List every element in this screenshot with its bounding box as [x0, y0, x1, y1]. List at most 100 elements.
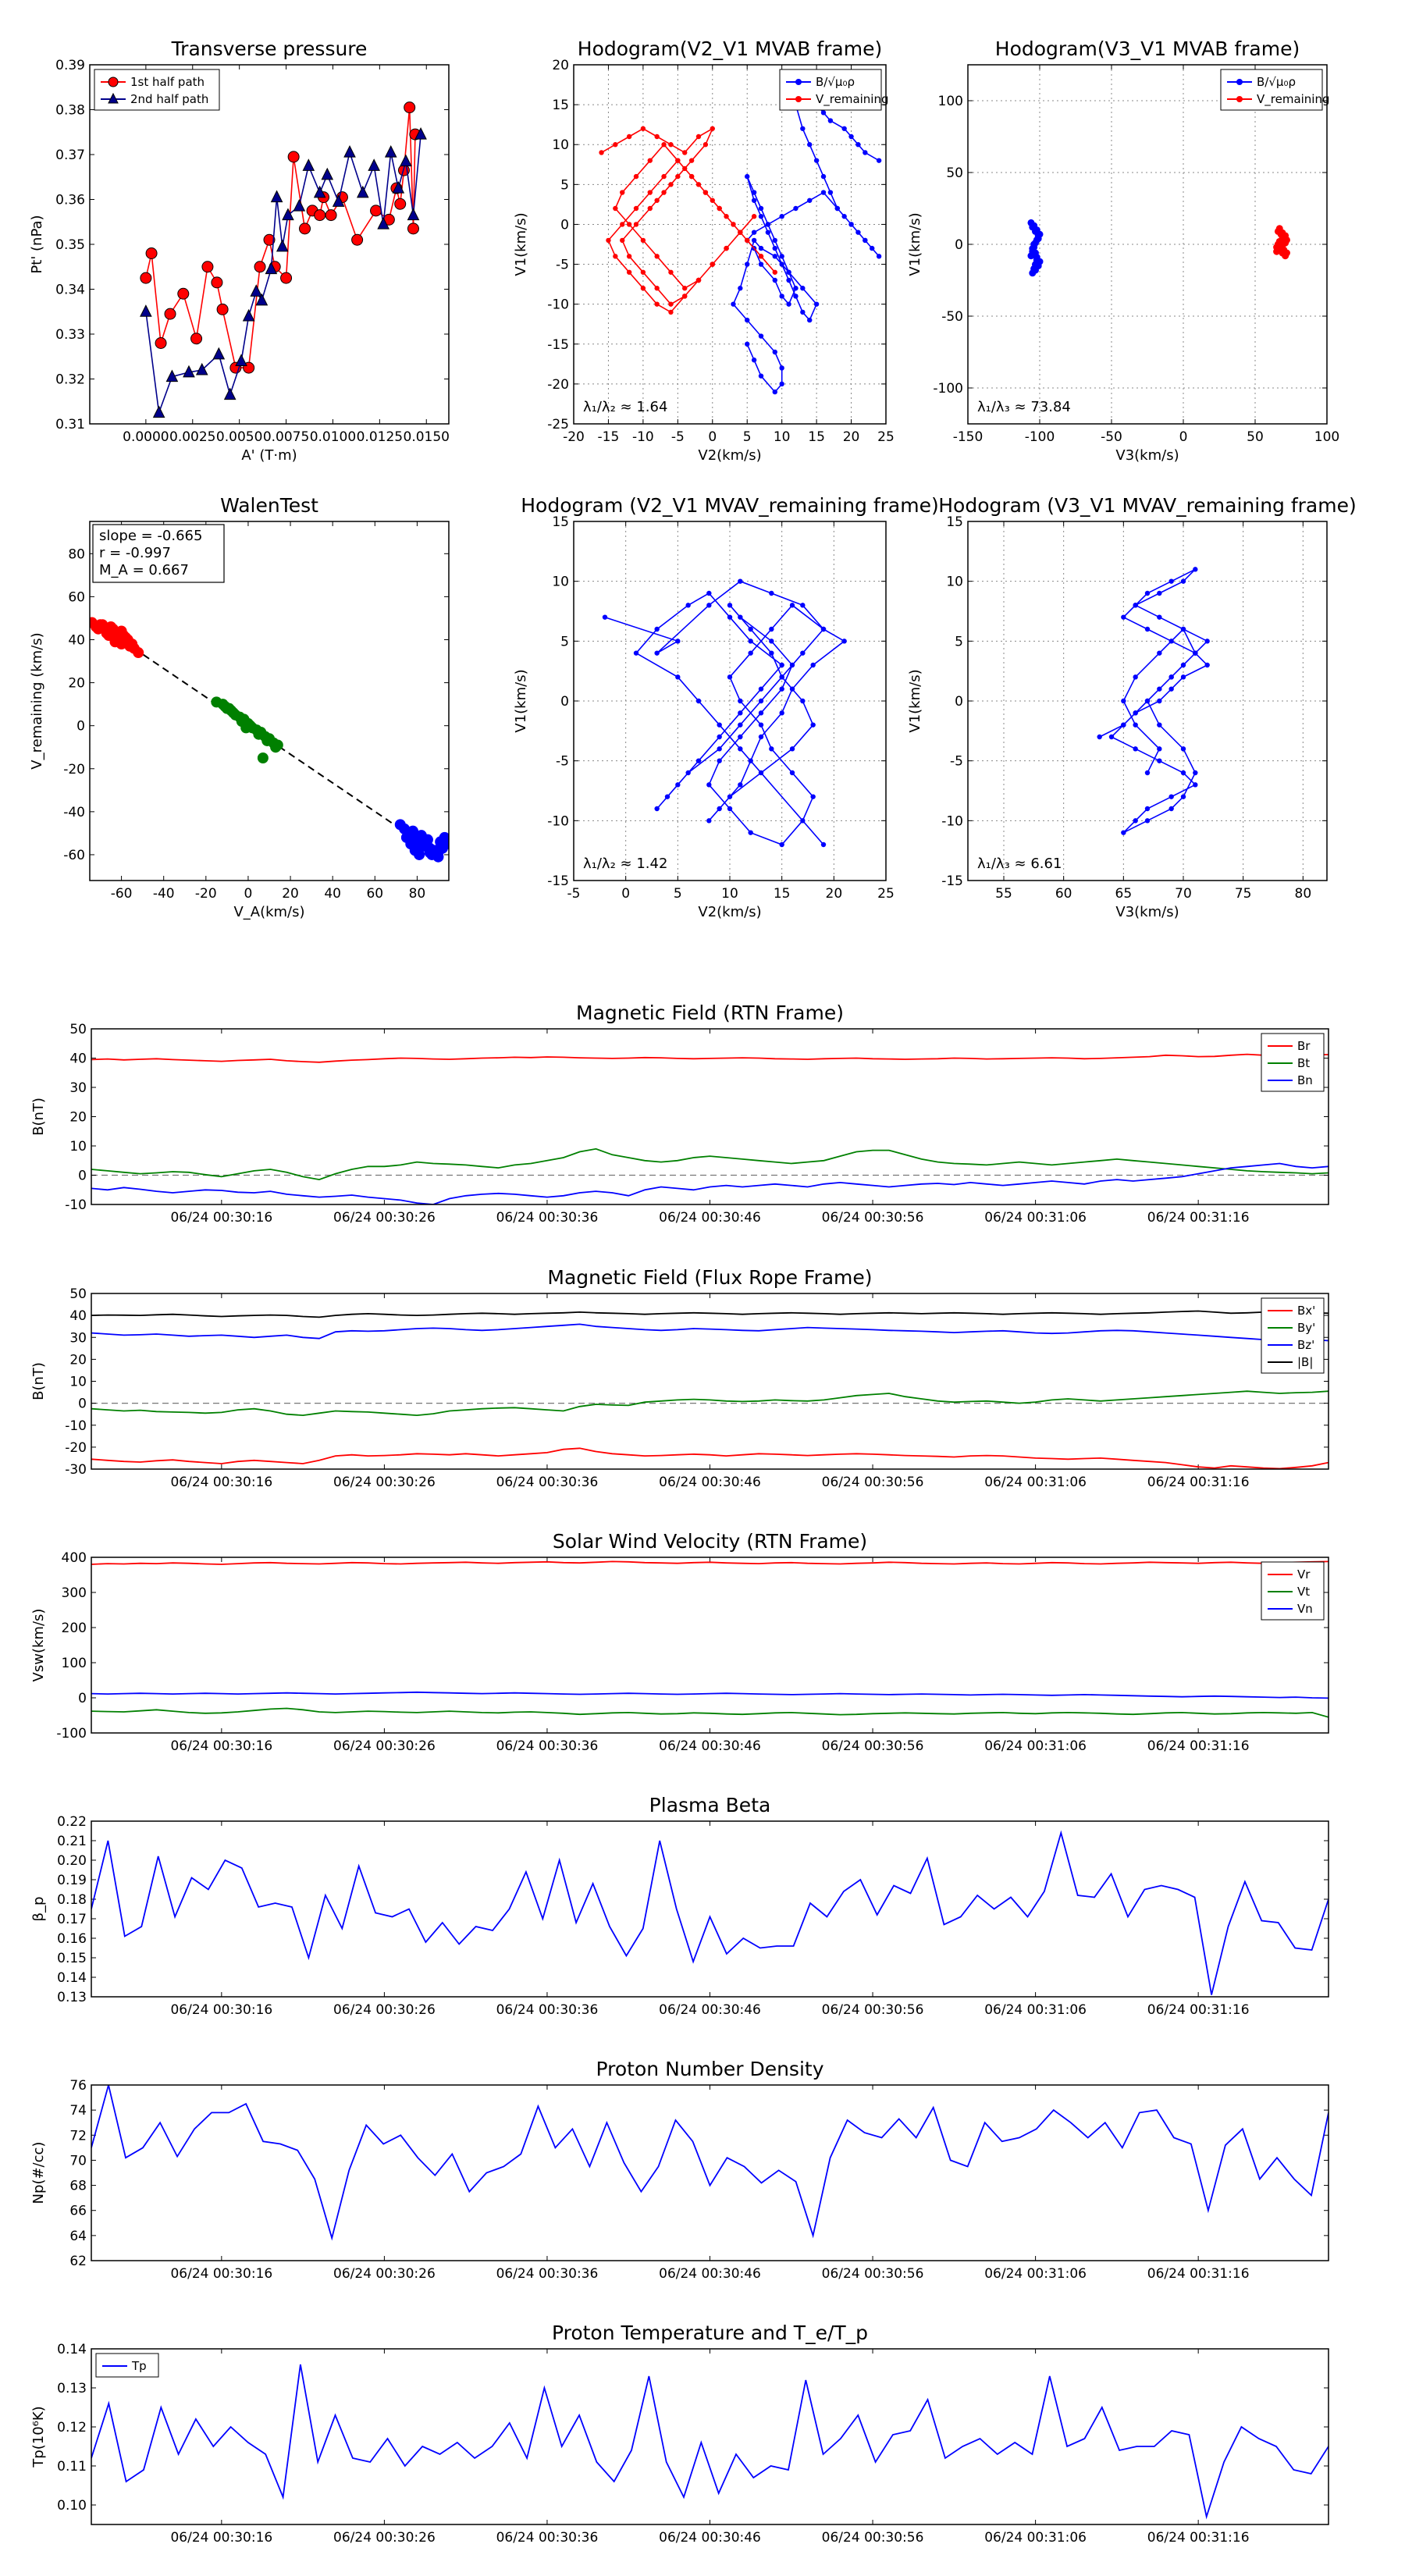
- data-point: [810, 662, 816, 668]
- x-tick-label: 06/24 00:30:26: [333, 1210, 436, 1226]
- data-point: [724, 214, 729, 219]
- chart-title: Proton Temperature and T_e/T_p: [552, 2322, 868, 2344]
- data-point: [92, 623, 104, 635]
- y-tick-label: 40: [69, 1308, 87, 1324]
- data-point: [253, 728, 265, 740]
- data-point: [738, 710, 743, 716]
- data-point: [265, 262, 278, 275]
- data-point: [1121, 830, 1126, 835]
- axes-frame: [91, 1557, 1329, 1734]
- data-point: [223, 387, 237, 400]
- data-point: [626, 133, 632, 140]
- data-point: [626, 254, 632, 259]
- data-point: [415, 830, 427, 841]
- data-point: [717, 734, 722, 740]
- data-point: [695, 698, 702, 704]
- data-point: [668, 309, 674, 315]
- data-point: [620, 237, 625, 244]
- data-point: [633, 650, 639, 656]
- y-tick-label: 0.36: [55, 193, 85, 208]
- x-tick-label: 06/24 00:30:16: [170, 1210, 272, 1226]
- axes-frame: [573, 521, 887, 881]
- data-point: [706, 590, 712, 596]
- y-tick-label: 0.20: [57, 1853, 87, 1869]
- data-point: [240, 722, 252, 734]
- y-tick-label: 0: [955, 694, 963, 710]
- data-point: [668, 301, 674, 307]
- data-point: [772, 349, 777, 355]
- data-point: [841, 126, 847, 131]
- x-tick-label: 06/24 00:30:46: [659, 2266, 761, 2282]
- data-point: [688, 158, 695, 163]
- data-point: [685, 603, 691, 608]
- x-tick-label: 20: [282, 886, 299, 902]
- data-point: [314, 209, 326, 222]
- y-tick-label: 50: [69, 1022, 87, 1037]
- x-tick-label: 80: [1295, 886, 1312, 902]
- x-tick-label: 06/24 00:30:56: [822, 1475, 924, 1490]
- axes-frame: [89, 64, 450, 425]
- data-point: [640, 269, 646, 275]
- data-point: [789, 662, 795, 668]
- data-point: [758, 245, 764, 251]
- data-point: [407, 222, 419, 235]
- data-point: [751, 197, 757, 203]
- x-tick-label: 75: [1235, 886, 1252, 902]
- data-point: [772, 277, 777, 283]
- data-point: [751, 358, 757, 363]
- ratio-annotation: λ₁/λ₂ ≈ 1.42: [583, 856, 667, 872]
- data-point: [745, 237, 750, 244]
- series-line: [91, 1053, 1329, 1063]
- data-point: [654, 650, 660, 656]
- data-point: [841, 214, 847, 219]
- series-line: [91, 1323, 1329, 1342]
- data-point: [807, 197, 813, 203]
- data-point: [876, 158, 882, 163]
- data-point: [404, 101, 416, 114]
- data-point: [758, 710, 764, 716]
- data-point: [1121, 722, 1126, 728]
- data-point: [654, 286, 660, 291]
- x-tick-label: 25: [877, 429, 895, 445]
- y-tick-label: 10: [946, 575, 963, 590]
- data-point: [758, 262, 764, 267]
- y-tick-label: 0: [955, 237, 963, 253]
- data-point: [738, 229, 743, 235]
- legend: B/√μ₀ρ V_remaining: [779, 69, 889, 111]
- x-tick-label: 60: [366, 886, 383, 902]
- data-point: [863, 150, 868, 155]
- data-point: [613, 254, 618, 259]
- y-axis-label: V1(km/s): [907, 669, 923, 732]
- data-point: [1157, 758, 1162, 763]
- data-point: [282, 208, 294, 221]
- data-point: [377, 217, 389, 229]
- x-tick-label: 06/24 00:31:16: [1147, 2266, 1250, 2282]
- data-point: [731, 301, 736, 307]
- data-point: [848, 222, 854, 227]
- data-point: [793, 286, 799, 291]
- y-axis-label: B(nT): [30, 1098, 47, 1136]
- data-point: [779, 365, 784, 371]
- legend: Vr Vt Vn: [1261, 1561, 1325, 1621]
- data-point: [793, 205, 799, 212]
- data-point: [1193, 567, 1198, 572]
- series-red: [90, 617, 144, 659]
- legend-label: By': [1297, 1321, 1315, 1335]
- data-point: [1108, 734, 1115, 740]
- data-point: [748, 626, 753, 632]
- data-point: [165, 369, 179, 382]
- data-point: [727, 806, 733, 812]
- x-tick-label: 06/24 00:30:46: [659, 2530, 761, 2546]
- series-tp: [91, 2364, 1329, 2520]
- data-point: [786, 277, 791, 283]
- chart-title: Hodogram (V3_V1 MVAV_remaining frame): [938, 494, 1357, 517]
- x-tick-label: 06/24 00:30:26: [333, 2266, 436, 2282]
- y-tick-label: -10: [941, 813, 963, 829]
- stats-line: r = -0.997: [99, 545, 171, 561]
- series-v-remaining: [1097, 567, 1210, 835]
- chart-np: Proton Number Density 06/24 00:30:16 06/24…: [30, 2058, 1329, 2282]
- x-tick-label: 55: [995, 886, 1012, 902]
- x-tick-label: 06/24 00:30:16: [170, 2530, 272, 2546]
- data-point: [769, 590, 774, 596]
